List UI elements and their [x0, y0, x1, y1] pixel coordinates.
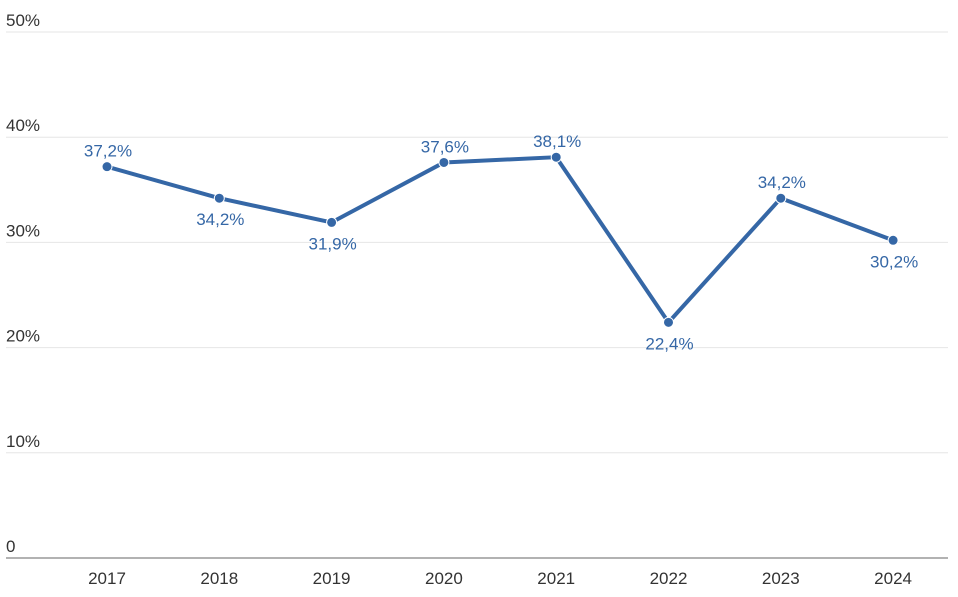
data-label: 37,6%	[421, 137, 469, 156]
y-tick-label: 40%	[6, 116, 40, 135]
series-line	[105, 155, 896, 325]
data-point	[887, 234, 899, 246]
series-layer	[105, 155, 896, 325]
data-point	[101, 161, 113, 173]
data-label: 37,2%	[84, 142, 132, 161]
x-axis-ticks: 2017 2018 2019 2020 2021 2022 2023 2024	[88, 569, 912, 588]
y-tick-label: 0	[6, 537, 15, 556]
x-tick-label: 2024	[874, 569, 912, 588]
data-label: 22,4%	[645, 334, 693, 353]
y-tick-label: 10%	[6, 432, 40, 451]
grid-layer	[6, 31, 948, 454]
data-label: 31,9%	[308, 234, 356, 253]
point-layer	[101, 151, 899, 328]
data-label-layer: 37,2% 34,2% 31,9% 37,6% 38,1% 22,4% 34,2% 30,2%	[84, 132, 918, 353]
x-tick-label: 2017	[88, 569, 126, 588]
data-label: 34,2%	[758, 173, 806, 192]
x-tick-label: 2021	[537, 569, 575, 588]
y-tick-label: 30%	[6, 221, 40, 240]
data-point	[775, 192, 787, 204]
data-point	[213, 192, 225, 204]
y-axis-ticks: 0 10% 20% 30% 40% 50%	[6, 11, 40, 556]
data-label: 30,2%	[870, 252, 918, 271]
x-tick-label: 2022	[650, 569, 688, 588]
x-tick-label: 2019	[313, 569, 351, 588]
x-tick-label: 2020	[425, 569, 463, 588]
x-tick-label: 2018	[200, 569, 238, 588]
y-tick-label: 50%	[6, 11, 40, 30]
y-tick-label: 20%	[6, 327, 40, 346]
data-label: 38,1%	[533, 132, 581, 151]
data-label: 34,2%	[196, 210, 244, 229]
data-point	[550, 151, 562, 163]
x-tick-label: 2023	[762, 569, 800, 588]
data-point	[663, 316, 674, 328]
data-point	[326, 216, 338, 228]
data-point	[438, 156, 450, 168]
